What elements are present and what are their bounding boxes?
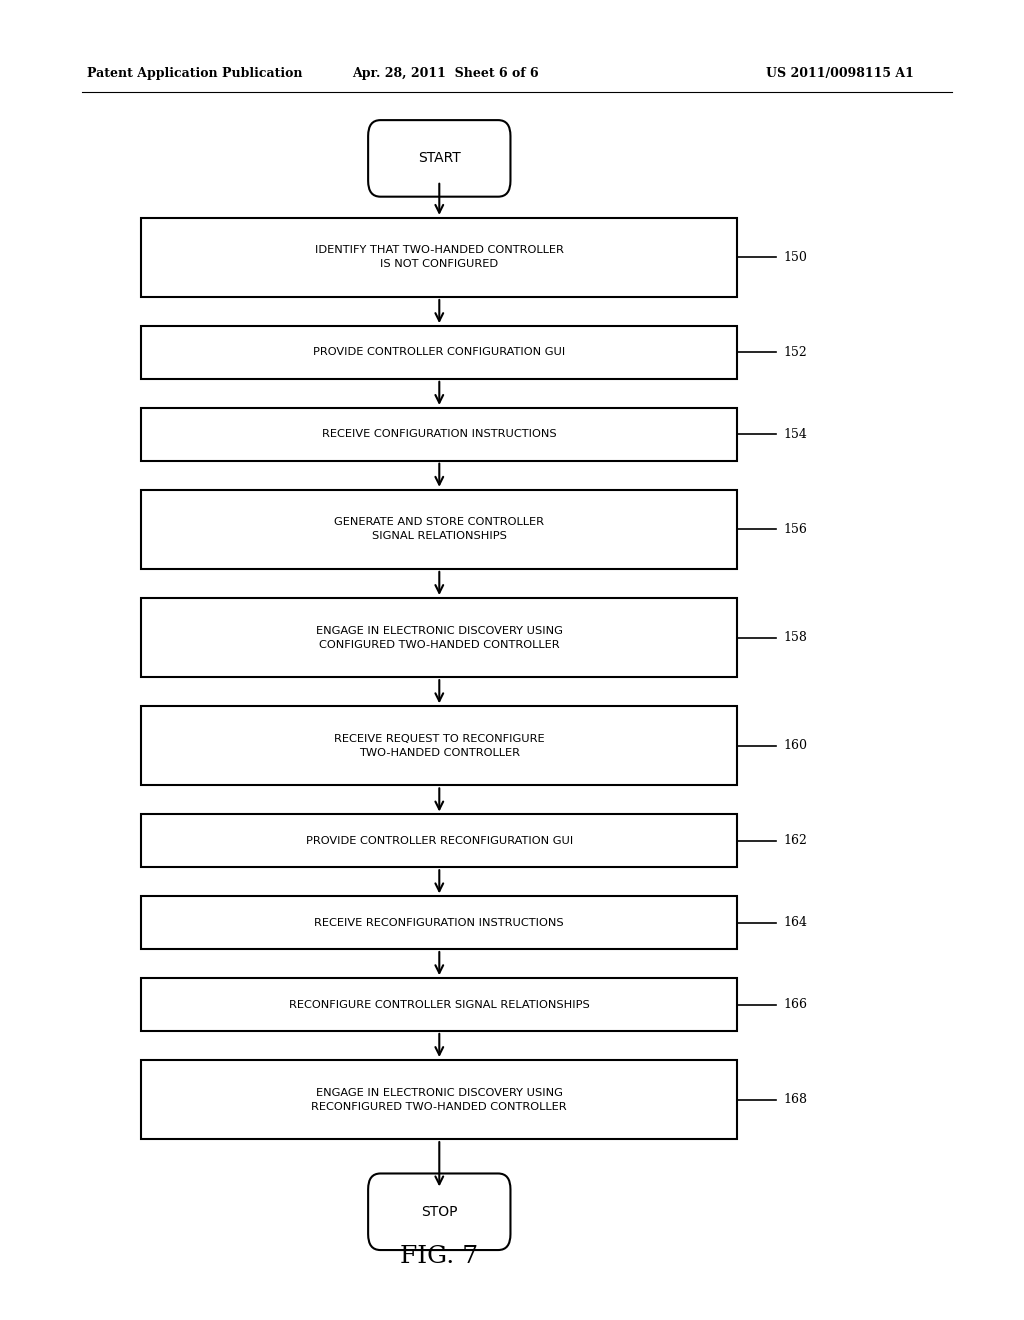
FancyBboxPatch shape [141,706,737,785]
Text: 150: 150 [783,251,807,264]
Text: 160: 160 [783,739,807,752]
FancyBboxPatch shape [141,490,737,569]
Text: RECEIVE RECONFIGURATION INSTRUCTIONS: RECEIVE RECONFIGURATION INSTRUCTIONS [314,917,564,928]
Text: RECEIVE REQUEST TO RECONFIGURE
TWO-HANDED CONTROLLER: RECEIVE REQUEST TO RECONFIGURE TWO-HANDE… [334,734,545,758]
FancyBboxPatch shape [141,1060,737,1139]
Text: US 2011/0098115 A1: US 2011/0098115 A1 [766,67,913,81]
Text: RECEIVE CONFIGURATION INSTRUCTIONS: RECEIVE CONFIGURATION INSTRUCTIONS [322,429,557,440]
Text: FIG. 7: FIG. 7 [400,1245,478,1269]
Text: PROVIDE CONTROLLER RECONFIGURATION GUI: PROVIDE CONTROLLER RECONFIGURATION GUI [306,836,572,846]
Text: 152: 152 [783,346,807,359]
Text: STOP: STOP [421,1205,458,1218]
FancyBboxPatch shape [141,218,737,297]
Text: 166: 166 [783,998,807,1011]
Text: ENGAGE IN ELECTRONIC DISCOVERY USING
CONFIGURED TWO-HANDED CONTROLLER: ENGAGE IN ELECTRONIC DISCOVERY USING CON… [315,626,563,649]
Text: ENGAGE IN ELECTRONIC DISCOVERY USING
RECONFIGURED TWO-HANDED CONTROLLER: ENGAGE IN ELECTRONIC DISCOVERY USING REC… [311,1088,567,1111]
Text: PROVIDE CONTROLLER CONFIGURATION GUI: PROVIDE CONTROLLER CONFIGURATION GUI [313,347,565,358]
Text: 156: 156 [783,523,807,536]
Text: 168: 168 [783,1093,807,1106]
Text: 158: 158 [783,631,807,644]
Text: RECONFIGURE CONTROLLER SIGNAL RELATIONSHIPS: RECONFIGURE CONTROLLER SIGNAL RELATIONSH… [289,999,590,1010]
FancyBboxPatch shape [369,1173,510,1250]
FancyBboxPatch shape [141,978,737,1031]
Text: 154: 154 [783,428,807,441]
FancyBboxPatch shape [141,408,737,461]
Text: 162: 162 [783,834,807,847]
Text: Patent Application Publication: Patent Application Publication [87,67,302,81]
Text: START: START [418,152,461,165]
Text: 164: 164 [783,916,807,929]
FancyBboxPatch shape [141,326,737,379]
Text: GENERATE AND STORE CONTROLLER
SIGNAL RELATIONSHIPS: GENERATE AND STORE CONTROLLER SIGNAL REL… [334,517,545,541]
FancyBboxPatch shape [141,598,737,677]
Text: IDENTIFY THAT TWO-HANDED CONTROLLER
IS NOT CONFIGURED: IDENTIFY THAT TWO-HANDED CONTROLLER IS N… [314,246,564,269]
Text: Apr. 28, 2011  Sheet 6 of 6: Apr. 28, 2011 Sheet 6 of 6 [352,67,539,81]
FancyBboxPatch shape [141,896,737,949]
FancyBboxPatch shape [369,120,510,197]
FancyBboxPatch shape [141,814,737,867]
